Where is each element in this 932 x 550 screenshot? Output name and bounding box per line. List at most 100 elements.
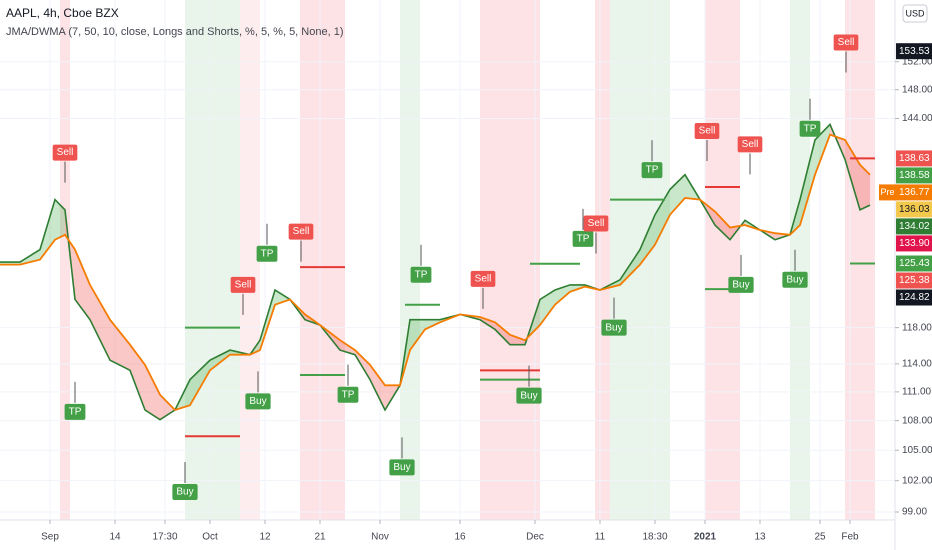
ma-fill (800, 139, 815, 226)
signal-box (52, 144, 78, 161)
indicator-label: JMA/DWMA (7, 50, 10, close, Longs and Sh… (6, 26, 344, 38)
ma-fill (495, 322, 510, 345)
ma-line (0, 133, 871, 412)
ma-fill (555, 284, 570, 305)
x-tick-label: Sep (41, 532, 59, 543)
signal-label: Sell (699, 126, 716, 137)
ma-fill (540, 290, 555, 325)
x-tick-label: 13 (754, 532, 766, 543)
signal-zone (480, 0, 540, 520)
signal-label: Buy (176, 487, 193, 498)
signal-box (572, 230, 594, 247)
signal-box (389, 459, 415, 476)
x-tick-label: 11 (595, 532, 606, 543)
signal-box (245, 393, 271, 410)
signal-zone (790, 0, 810, 520)
signal-zone (185, 0, 240, 520)
signal-label: Buy (249, 396, 266, 407)
y-tick-label: 144.00 (902, 113, 932, 124)
signal-label: TP (646, 165, 659, 176)
signal-box (410, 266, 432, 283)
signal-box (641, 162, 663, 179)
ma-fill (670, 174, 685, 215)
x-tick-label: Nov (371, 532, 389, 543)
signal-label: Sell (838, 37, 855, 48)
currency-box[interactable] (902, 4, 928, 23)
price-label-box (896, 255, 932, 272)
x-tick-label: 16 (454, 532, 466, 543)
signal-box (583, 215, 609, 232)
signal-box (64, 403, 86, 420)
ma-fill (860, 164, 870, 210)
price-label: 153.53 (899, 46, 930, 57)
signal-box (230, 276, 256, 293)
ma-fill (370, 364, 385, 410)
signal-label: Sell (475, 274, 492, 285)
signal-zone (595, 0, 610, 520)
price-tag: Pre (880, 187, 894, 197)
chart-title: AAPL, 4h, Cboe BZX (6, 6, 119, 20)
ma-fill (75, 249, 90, 320)
x-tick-label: 14 (109, 532, 121, 543)
signal-label: TP (69, 407, 82, 418)
price-tag-box (879, 184, 896, 201)
ma-fill (110, 319, 130, 371)
ma-fill (655, 189, 670, 245)
signal-label: TP (577, 234, 590, 245)
signal-box (833, 34, 859, 51)
currency-label[interactable]: USD (905, 8, 925, 18)
price-label-box (896, 184, 932, 201)
signal-zone (400, 0, 420, 520)
price-label-box (896, 43, 932, 60)
price-label: 138.58 (899, 170, 930, 181)
y-tick-label: 111.00 (902, 386, 932, 397)
signal-label: Sell (57, 147, 74, 158)
ma-fill (55, 199, 65, 240)
price-label: 125.43 (899, 258, 930, 269)
y-tick-label: 148.00 (902, 84, 932, 95)
signal-box (694, 122, 720, 139)
y-tick-label: 114.00 (902, 358, 932, 369)
signal-box (172, 484, 198, 501)
ma-fill (715, 211, 730, 240)
signal-box (799, 120, 821, 137)
x-tick-label: Dec (526, 532, 544, 543)
price-label-box (896, 201, 932, 218)
ma-fill (160, 394, 175, 420)
signal-label: Buy (520, 390, 537, 401)
signal-box (601, 319, 627, 336)
y-tick-label: 108.00 (902, 415, 932, 426)
signal-zone (60, 0, 70, 520)
price-label-box (896, 272, 932, 289)
price-label: 134.02 (899, 221, 930, 232)
price-label: 138.63 (899, 153, 930, 164)
signal-zone (240, 0, 260, 520)
signal-label: TP (415, 269, 428, 280)
signal-label: TP (342, 389, 355, 400)
signal-box (782, 271, 808, 288)
signal-zone (705, 0, 740, 520)
ma-fill (145, 364, 160, 420)
signal-box (737, 136, 763, 153)
signal-box (288, 223, 314, 240)
price-label-box (896, 218, 932, 235)
ma-fill (510, 334, 525, 345)
price-label-box (896, 235, 932, 252)
y-tick-label: 118.00 (902, 322, 932, 333)
x-tick-label: 25 (814, 532, 826, 543)
signal-box (516, 387, 542, 404)
ma-fill (845, 139, 860, 210)
signal-box (728, 276, 754, 293)
ma-fill (275, 290, 290, 305)
signal-label: Buy (786, 274, 803, 285)
signal-label: Buy (732, 280, 749, 291)
x-tick-label: 12 (259, 532, 271, 543)
price-label: 136.03 (899, 204, 930, 215)
signal-label: Sell (588, 218, 605, 229)
y-tick-label: 105.00 (902, 445, 932, 456)
signal-label: TP (261, 248, 274, 259)
x-tick-label: Feb (841, 532, 859, 543)
signal-label: Sell (742, 139, 759, 150)
x-tick-label: 21 (314, 532, 326, 543)
